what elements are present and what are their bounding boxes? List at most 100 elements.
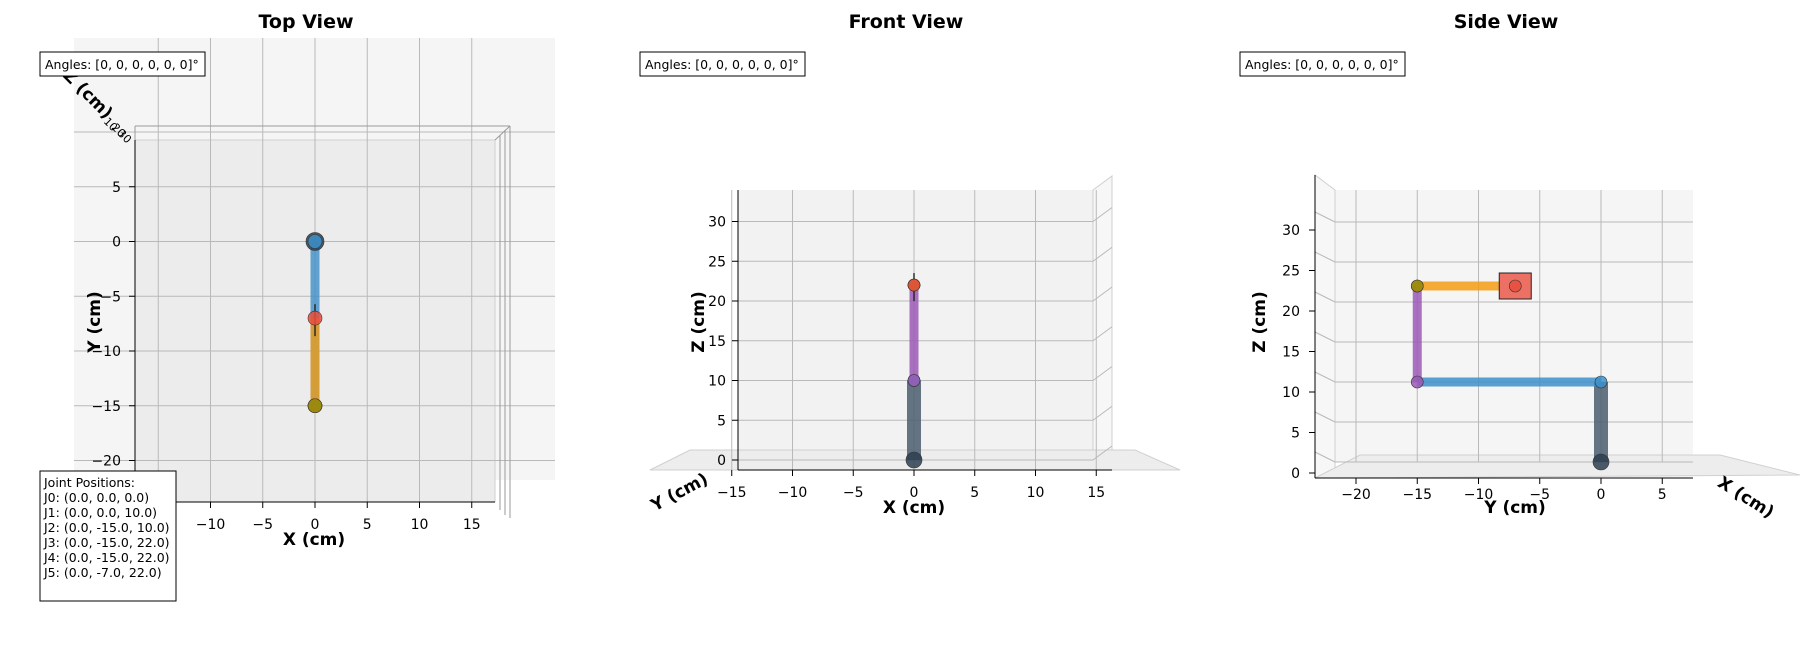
front-grid-z-side xyxy=(1092,326,1113,342)
front-x-tick-label: −15 xyxy=(717,485,747,501)
joint-line-0: J0: (0.0, 0.0, 0.0) xyxy=(43,490,149,505)
side-grid-z-side xyxy=(1314,331,1336,343)
side-z-tick-label: 25 xyxy=(1282,264,1300,280)
front-x-tick-label: 10 xyxy=(1027,485,1045,501)
top-y-tick-label: −10 xyxy=(91,344,121,360)
top-y-tick-label: −15 xyxy=(91,399,121,415)
top-y-tick-label: −20 xyxy=(91,454,121,470)
front-y-axis-label: Y (cm) xyxy=(647,469,712,516)
joint-line-1: J1: (0.0, 0.0, 10.0) xyxy=(43,505,157,520)
side-joint-J2 xyxy=(1410,375,1424,389)
side-z-tick-label: 0 xyxy=(1291,466,1300,482)
front-x-tick-label: −10 xyxy=(778,485,808,501)
front-z-tick-label: 15 xyxy=(708,334,726,350)
side-y-tick-label: −20 xyxy=(1341,487,1371,503)
front-z-tick-label: 10 xyxy=(708,374,726,390)
top-x-tick-label: −5 xyxy=(252,517,273,533)
side-x-axis-label: X (cm) xyxy=(1714,473,1777,523)
front-ticks: −15 −10 −5 0 5 10 15 0 5 10 15 20 25 30 xyxy=(708,215,1105,502)
front-grid-z-side xyxy=(1092,445,1113,461)
side-view-title: Side View xyxy=(1454,11,1559,33)
top-view-title: Top View xyxy=(258,11,353,33)
side-back-pane xyxy=(1335,190,1693,462)
front-z-tick-label: 30 xyxy=(708,215,726,231)
front-angles-box: Angles: [0, 0, 0, 0, 0, 0]° xyxy=(639,51,806,77)
side-joint-J0 xyxy=(1592,453,1610,471)
joint-line-4: J4: (0.0, -15.0, 22.0) xyxy=(43,550,170,565)
top-x-axis-label: X (cm) xyxy=(283,530,345,550)
top-y-tick-label: −5 xyxy=(100,289,121,305)
front-x-axis-label: X (cm) xyxy=(883,498,945,518)
top-view-panel: Top View −10 −5 0 5 10 15 5 0 −5 −10 −15 −20 X (cm)… xyxy=(39,11,555,602)
front-grid-z-side xyxy=(1092,286,1113,302)
top-x-tick-label: −10 xyxy=(196,517,226,533)
front-z-tick-label: 20 xyxy=(708,294,726,310)
front-arm xyxy=(905,273,923,469)
front-angles-text: Angles: [0, 0, 0, 0, 0, 0]° xyxy=(645,57,799,72)
front-x-tick-label: 15 xyxy=(1087,485,1105,501)
top-arm xyxy=(305,232,325,414)
front-joint-J5 xyxy=(907,278,921,292)
top-pane-edges xyxy=(134,125,511,518)
front-grid-z-side xyxy=(1092,366,1113,381)
top-x-tick-label: 15 xyxy=(463,517,481,533)
front-grid xyxy=(731,190,1113,470)
front-view-title: Front View xyxy=(849,11,964,33)
side-joint-J5 xyxy=(1508,279,1522,293)
front-grid-z-side xyxy=(1092,207,1113,222)
side-y-tick-label: 0 xyxy=(1597,487,1606,503)
side-grid-z-side xyxy=(1314,291,1336,303)
front-view-panel: Front View −15 −10 −5 0 5 10 15 0 5 10 15 20 25 30 X … xyxy=(639,11,1181,518)
front-z-axis-label: Z (cm) xyxy=(689,291,709,353)
side-y-tick-label: 5 xyxy=(1658,487,1667,503)
joint-box-title: Joint Positions: xyxy=(43,475,135,490)
side-joint-J1 xyxy=(1594,375,1608,389)
top-x-tick-label: 0 xyxy=(311,517,320,533)
side-z-tick-label: 15 xyxy=(1282,345,1300,361)
front-z-tick-label: 25 xyxy=(708,254,726,270)
top-joint-J4 xyxy=(307,398,323,414)
top-angles-text: Angles: [0, 0, 0, 0, 0, 0]° xyxy=(45,57,199,72)
side-grid-z-side xyxy=(1314,211,1336,223)
joint-line-3: J3: (0.0, -15.0, 22.0) xyxy=(43,535,170,550)
front-grid-z-side xyxy=(1092,405,1113,421)
side-z-axis-label: Z (cm) xyxy=(1250,291,1270,353)
top-ticks: −10 −5 0 5 10 15 5 0 −5 −10 −15 −20 xyxy=(91,180,480,533)
side-y-tick-label: −5 xyxy=(1529,487,1550,503)
front-x-tick-label: −5 xyxy=(843,485,864,501)
front-z-tick-label: 5 xyxy=(717,413,726,429)
top-x-tick-label: 10 xyxy=(411,517,429,533)
top-y-tick-label: 0 xyxy=(112,235,121,251)
side-z-tick-label: 5 xyxy=(1291,426,1300,442)
side-arm xyxy=(1410,272,1610,471)
side-grid-z-side xyxy=(1314,251,1336,263)
joint-line-2: J2: (0.0, -15.0, 10.0) xyxy=(43,520,170,535)
side-y-tick-label: −10 xyxy=(1464,487,1494,503)
side-ticks: −20 −15 −10 −5 0 5 0 5 10 15 20 25 30 xyxy=(1282,223,1667,503)
side-joint-J4 xyxy=(1410,279,1424,293)
side-angles-text: Angles: [0, 0, 0, 0, 0, 0]° xyxy=(1245,57,1399,72)
top-angles-box: Angles: [0, 0, 0, 0, 0, 0]° xyxy=(39,51,206,77)
side-angles-box: Angles: [0, 0, 0, 0, 0, 0]° xyxy=(1239,51,1406,77)
top-x-tick-label: 5 xyxy=(363,517,372,533)
joint-line-5: J5: (0.0, -7.0, 22.0) xyxy=(43,565,162,580)
top-joint-J1 xyxy=(307,234,323,249)
joint-positions-box: Joint Positions: J0: (0.0, 0.0, 0.0) J1:… xyxy=(39,470,177,602)
front-grid-z-side xyxy=(1092,246,1113,262)
side-grid xyxy=(1314,190,1693,463)
side-y-axis-label: Y (cm) xyxy=(1483,498,1546,518)
side-z-tick-label: 20 xyxy=(1282,304,1300,320)
side-grid-z-side xyxy=(1314,371,1336,383)
side-grid-z-side xyxy=(1314,411,1336,423)
side-z-tick-label: 10 xyxy=(1282,385,1300,401)
side-view-panel: Side View −20 −15 −10 −5 0 5 0 5 10 15 20 25 30 Y (c… xyxy=(1239,11,1800,523)
top-y-tick-label: 5 xyxy=(112,180,121,196)
front-x-tick-label: 0 xyxy=(910,485,919,501)
front-z-tick-label: 0 xyxy=(717,453,726,469)
top-y-axis-label: Y (cm) xyxy=(85,291,105,354)
top-joint-J5 xyxy=(307,310,323,326)
side-z-tick-label: 30 xyxy=(1282,223,1300,239)
front-joint-J0 xyxy=(905,451,923,469)
side-y-tick-label: −15 xyxy=(1402,487,1432,503)
